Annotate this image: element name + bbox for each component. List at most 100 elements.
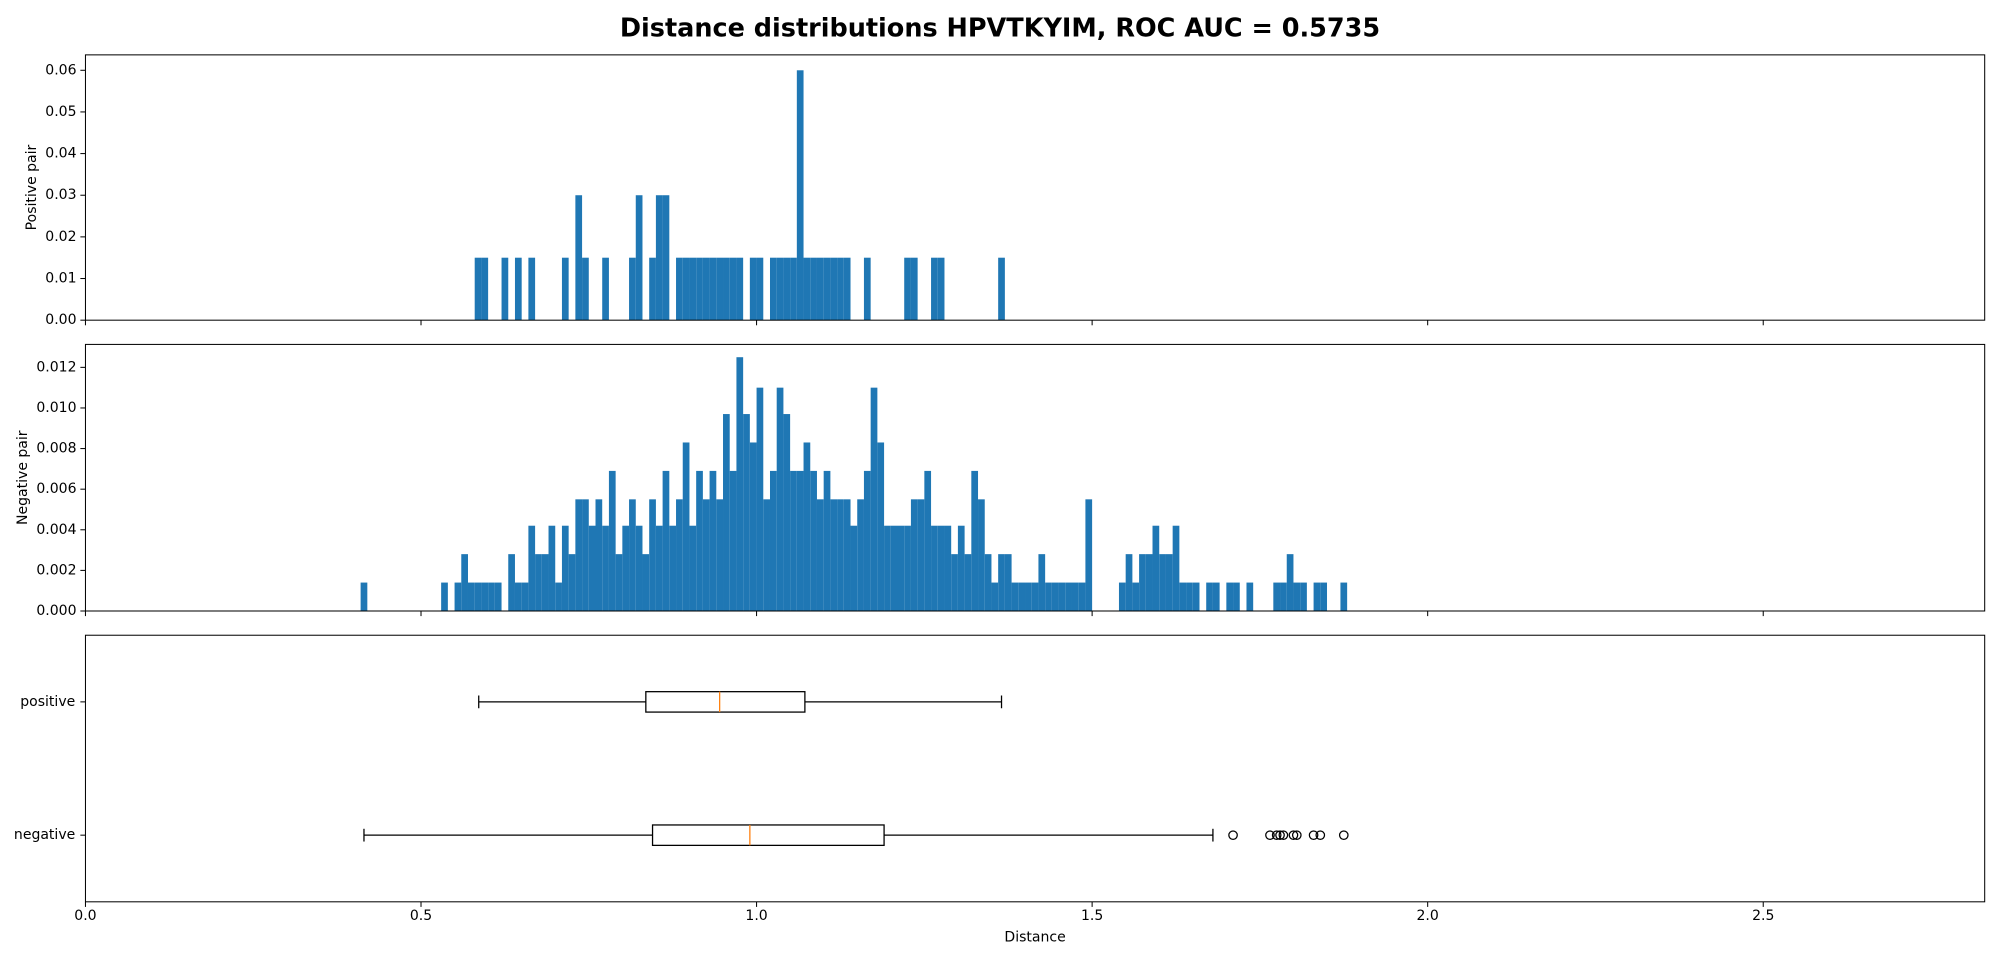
bar: [1132, 582, 1140, 611]
y-tick-label: 0.006: [36, 481, 76, 497]
bar: [1273, 582, 1281, 611]
bar: [1045, 582, 1052, 611]
bar: [1313, 582, 1321, 611]
bar: [796, 70, 804, 321]
bar: [924, 470, 932, 611]
bar: [823, 470, 831, 611]
x-tick-label: 2.5: [1752, 908, 1774, 924]
bar: [857, 499, 864, 611]
bar: [843, 257, 851, 321]
bar: [561, 525, 569, 611]
bar: [602, 257, 609, 321]
bar: [723, 414, 730, 611]
bar: [441, 582, 448, 611]
bar: [1058, 582, 1066, 611]
bar: [1145, 554, 1153, 611]
bar: [1031, 582, 1039, 611]
bar: [877, 442, 885, 611]
flier: [1315, 830, 1326, 841]
bar: [622, 525, 630, 611]
bar: [360, 582, 368, 611]
bar: [984, 554, 992, 611]
bar: [998, 554, 1005, 611]
bar: [629, 257, 636, 321]
bar: [723, 257, 730, 321]
flier: [1228, 830, 1238, 841]
y-axis-label: Positive pair: [24, 144, 40, 230]
y-tick-label: 0.01: [45, 271, 76, 287]
bar: [1139, 554, 1146, 611]
y-tick-label: positive: [20, 694, 75, 710]
y-tick-label: 0.00: [45, 312, 76, 328]
bar: [1300, 582, 1307, 611]
bar: [783, 414, 791, 611]
x-tick-label: 1.5: [1081, 908, 1103, 924]
bar: [467, 582, 475, 611]
bar: [937, 257, 945, 321]
bar: [810, 470, 817, 611]
bar: [830, 499, 838, 611]
bar: [1206, 582, 1213, 611]
y-tick-label: 0.06: [45, 62, 76, 78]
bar: [629, 499, 636, 611]
bar: [1212, 582, 1220, 611]
flier: [1338, 830, 1349, 841]
bar: [696, 257, 703, 321]
bar: [931, 257, 938, 321]
bar: [743, 414, 750, 611]
bar: [1065, 582, 1072, 611]
bar: [481, 582, 489, 611]
bar: [1172, 525, 1180, 611]
bar: [709, 257, 717, 321]
bar: [1159, 554, 1166, 611]
bar: [1085, 499, 1093, 611]
bar: [910, 499, 918, 611]
bar: [655, 195, 663, 321]
bar: [978, 499, 985, 611]
box: [645, 691, 806, 713]
bar: [1125, 554, 1133, 611]
y-tick-label: negative: [14, 827, 75, 843]
bar: [863, 257, 871, 321]
bar: [1004, 554, 1012, 611]
bar: [803, 257, 811, 321]
y-axis-label: Negative pair: [15, 430, 31, 525]
bar: [763, 499, 770, 611]
bar: [1051, 582, 1059, 611]
y-tick-label: 0.002: [36, 562, 76, 578]
bar: [716, 257, 724, 321]
x-tick-label: 0.0: [74, 908, 96, 924]
bar: [716, 499, 724, 611]
bar: [837, 257, 844, 321]
bar: [474, 257, 482, 321]
bar: [702, 499, 710, 611]
bar: [508, 554, 515, 611]
bar: [669, 525, 677, 611]
bar: [1018, 582, 1026, 611]
bar: [1320, 582, 1328, 611]
bar: [494, 582, 502, 611]
x-axis-label: Distance: [1004, 930, 1065, 946]
bar: [1179, 582, 1187, 611]
bar: [649, 499, 656, 611]
bar: [655, 525, 663, 611]
bar: [884, 525, 891, 611]
bar: [1226, 582, 1234, 611]
bar: [662, 470, 670, 611]
bar: [575, 195, 583, 321]
bar: [816, 257, 824, 321]
bar: [535, 554, 542, 611]
bar: [937, 525, 945, 611]
flier: [1291, 830, 1302, 841]
bar: [729, 470, 737, 611]
bar: [474, 582, 482, 611]
bar: [769, 257, 777, 321]
bar: [910, 257, 918, 321]
bar: [635, 195, 643, 321]
bar: [689, 257, 697, 321]
bar: [837, 499, 844, 611]
bar: [642, 554, 650, 611]
bar: [1078, 582, 1086, 611]
bar: [729, 257, 737, 321]
